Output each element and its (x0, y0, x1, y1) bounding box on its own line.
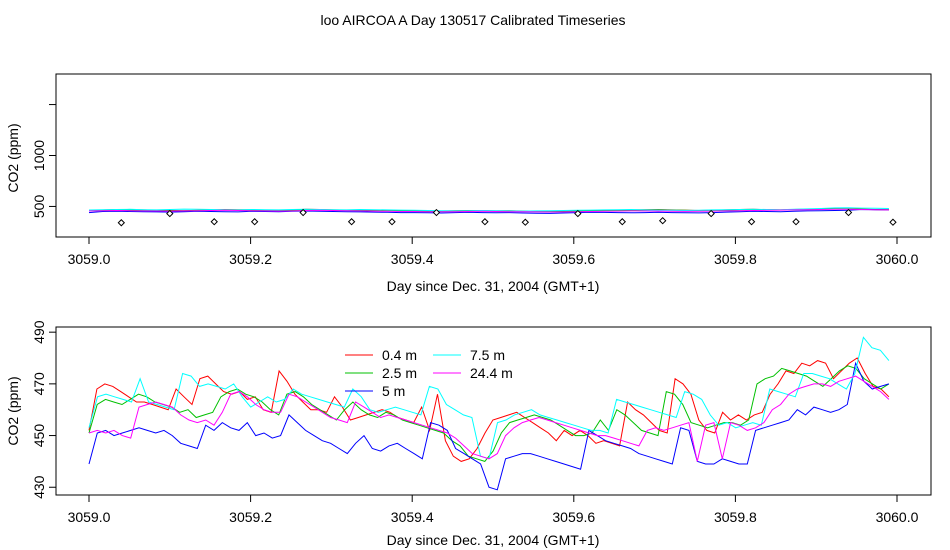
bottom-y-tick-label: 430 (31, 475, 47, 499)
bottom-series-2-5-m (88, 365, 890, 462)
bottom-y-tick-label: 490 (31, 320, 47, 344)
legend-label-7-5-m: 7.5 m (470, 347, 505, 363)
calibration-point (166, 209, 174, 218)
top-y-tick-label: 500 (31, 195, 47, 219)
calibration-point (707, 209, 715, 218)
calibration-point (432, 208, 441, 217)
top-axis-ticks: 3059.0 3059.2 3059.4 3059.6 3059.8 3060.0 500 1… (31, 104, 919, 267)
top-x-tick-label: 3060.0 (876, 251, 919, 267)
top-series-5-m (88, 208, 889, 214)
bottom-panel: CO2 (ppm) Day since Dec. 31, 2004 (GMT+1… (5, 320, 932, 548)
top-x-tick-label: 3059.6 (552, 251, 595, 267)
bottom-x-tick-label: 3059.4 (391, 509, 434, 525)
bottom-y-tick-label: 450 (31, 424, 47, 448)
top-x-axis-label: Day since Dec. 31, 2004 (GMT+1) (387, 278, 600, 294)
legend-label-24-4-m: 24.4 m (470, 365, 513, 381)
bottom-x-tick-label: 3059.8 (714, 509, 757, 525)
calibration-point (792, 218, 800, 226)
calibration-point (521, 218, 530, 226)
top-panel: CO2 (ppm) Day since Dec. 31, 2004 (GMT+1… (5, 73, 932, 294)
top-x-tick-label: 3059.0 (68, 251, 111, 267)
bottom-x-tick-label: 3059.2 (229, 509, 272, 525)
bottom-x-axis-label: Day since Dec. 31, 2004 (GMT+1) (387, 532, 600, 548)
bottom-x-tick-label: 3059.0 (68, 509, 111, 525)
calibration-point (210, 218, 218, 226)
calibration-point (889, 218, 897, 226)
calibration-point (747, 218, 756, 226)
legend-label-0-4-m: 0.4 m (382, 347, 417, 363)
top-x-tick-label: 3059.4 (391, 251, 434, 267)
bottom-axis-ticks: 3059.0 3059.2 3059.4 3059.6 3059.8 3060.0 430 4… (31, 320, 919, 525)
calibration-point (844, 208, 853, 217)
calibration-point (347, 218, 356, 226)
calibration-point (618, 218, 626, 226)
figure-title: loo AIRCOA A Day 130517 Calibrated Times… (320, 12, 625, 28)
top-series-lines (88, 207, 889, 214)
bottom-series-5-m (88, 361, 890, 491)
bottom-series-24-4-m (88, 375, 890, 462)
bottom-x-tick-label: 3059.6 (552, 509, 595, 525)
top-calibration-points (117, 208, 897, 227)
calibration-point (117, 219, 126, 227)
top-x-tick-label: 3059.8 (714, 251, 757, 267)
top-series-24-4-m (88, 208, 889, 213)
bottom-y-tick-label: 470 (31, 372, 47, 396)
calibration-point (481, 218, 489, 226)
bottom-series-0-4-m (88, 357, 890, 462)
calibration-point (299, 208, 307, 217)
calibration-point (658, 216, 667, 225)
bottom-y-axis-label: CO2 (ppm) (5, 376, 21, 445)
top-x-tick-label: 3059.2 (229, 251, 272, 267)
bottom-x-tick-label: 3060.0 (876, 509, 919, 525)
calibration-point (388, 218, 396, 226)
top-y-tick-label: 1000 (31, 140, 47, 171)
legend: 0.4 m 2.5 m 5 m 7.5 m 24.4 m (345, 347, 513, 399)
top-y-axis-label: CO2 (ppm) (5, 123, 21, 192)
top-series-7-5-m (88, 207, 889, 212)
calibration-point (574, 209, 582, 218)
calibration-point (250, 218, 259, 226)
bottom-plot-frame (55, 326, 932, 496)
legend-label-5-m: 5 m (382, 383, 405, 399)
legend-label-2-5-m: 2.5 m (382, 365, 417, 381)
bottom-series-lines (88, 336, 890, 491)
